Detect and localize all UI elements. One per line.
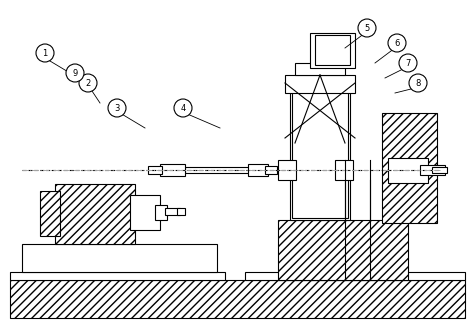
Text: 3: 3: [114, 103, 120, 112]
Bar: [432, 167, 447, 173]
Bar: [165, 208, 180, 215]
Bar: [265, 166, 277, 174]
Bar: [290, 90, 350, 220]
Text: 1: 1: [42, 48, 47, 57]
Bar: [315, 35, 350, 65]
Bar: [420, 165, 445, 175]
Text: 9: 9: [73, 68, 78, 78]
Bar: [22, 244, 217, 272]
Bar: [130, 195, 160, 230]
Bar: [10, 272, 225, 280]
Text: 2: 2: [85, 78, 91, 88]
Circle shape: [108, 99, 126, 117]
Bar: [285, 75, 355, 93]
Bar: [278, 160, 296, 180]
Text: 6: 6: [394, 38, 400, 47]
Circle shape: [358, 19, 376, 37]
Text: 8: 8: [415, 78, 421, 88]
Bar: [335, 160, 353, 180]
Bar: [388, 158, 428, 183]
Bar: [155, 205, 167, 220]
Circle shape: [79, 74, 97, 92]
Circle shape: [174, 99, 192, 117]
Circle shape: [399, 54, 417, 72]
Circle shape: [36, 44, 54, 62]
Bar: [295, 63, 345, 75]
Bar: [10, 280, 465, 318]
Circle shape: [66, 64, 84, 82]
Bar: [160, 164, 185, 176]
Bar: [148, 166, 162, 174]
Circle shape: [388, 34, 406, 52]
Bar: [382, 113, 437, 223]
Bar: [278, 220, 408, 280]
Text: 4: 4: [181, 103, 186, 112]
Bar: [248, 164, 268, 176]
Bar: [177, 208, 185, 215]
Bar: [55, 184, 135, 244]
Text: 5: 5: [365, 24, 370, 33]
Bar: [310, 33, 355, 68]
Bar: [40, 191, 60, 236]
Text: 7: 7: [405, 58, 410, 68]
Bar: [292, 92, 348, 218]
Bar: [185, 167, 250, 173]
Bar: [245, 272, 465, 280]
Circle shape: [409, 74, 427, 92]
